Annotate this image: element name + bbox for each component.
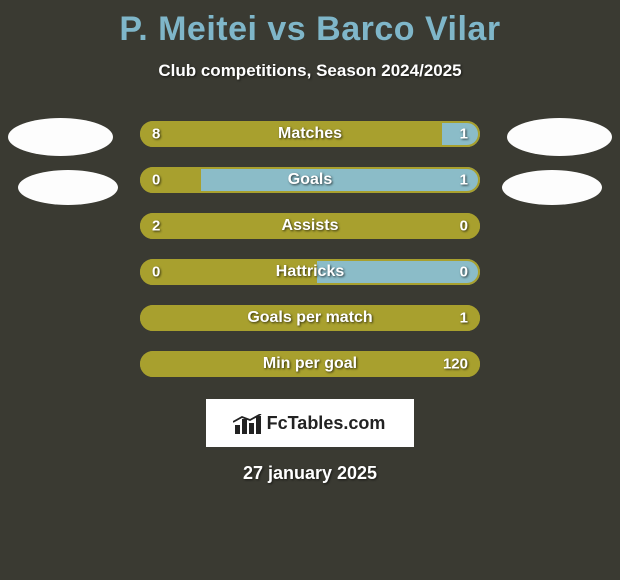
logo-chart-icon (235, 412, 261, 434)
bar-track: 8 1 Matches (140, 121, 480, 147)
bar-track: 2 0 Assists (140, 213, 480, 239)
stat-label: Min per goal (263, 355, 357, 373)
comparison-chart: 8 1 Matches 0 1 Goals 2 0 Assists 0 0 Hattricks 1 Goa… (0, 111, 620, 387)
value-right: 1 (460, 126, 468, 143)
stat-label: Matches (278, 125, 342, 143)
bar-track: 120 Min per goal (140, 351, 480, 377)
bar-track: 0 0 Hattricks (140, 259, 480, 285)
value-left: 2 (152, 218, 160, 235)
bar-track: 1 Goals per match (140, 305, 480, 331)
stat-label: Assists (282, 217, 339, 235)
value-left: 0 (152, 172, 160, 189)
comparison-title: P. Meitei vs Barco Vilar (0, 0, 620, 49)
bar-right (201, 167, 480, 193)
stat-row-assists: 2 0 Assists (0, 203, 620, 249)
logo-text: FcTables.com (267, 413, 386, 434)
stat-row-matches: 8 1 Matches (0, 111, 620, 157)
bar-track: 0 1 Goals (140, 167, 480, 193)
value-right: 1 (460, 172, 468, 189)
snapshot-date: 27 january 2025 (0, 463, 620, 484)
stat-label: Goals (288, 171, 332, 189)
value-right: 0 (460, 218, 468, 235)
stat-label: Hattricks (276, 263, 344, 281)
fctables-logo: FcTables.com (206, 399, 414, 447)
stat-row-min-per-goal: 120 Min per goal (0, 341, 620, 387)
stat-row-goals-per-match: 1 Goals per match (0, 295, 620, 341)
bar-left (140, 167, 201, 193)
value-left: 8 (152, 126, 160, 143)
stat-label: Goals per match (247, 309, 372, 327)
stat-row-goals: 0 1 Goals (0, 157, 620, 203)
value-right: 120 (443, 356, 468, 373)
comparison-subtitle: Club competitions, Season 2024/2025 (0, 61, 620, 81)
value-left: 0 (152, 264, 160, 281)
value-right: 1 (460, 310, 468, 327)
value-right: 0 (460, 264, 468, 281)
stat-row-hattricks: 0 0 Hattricks (0, 249, 620, 295)
